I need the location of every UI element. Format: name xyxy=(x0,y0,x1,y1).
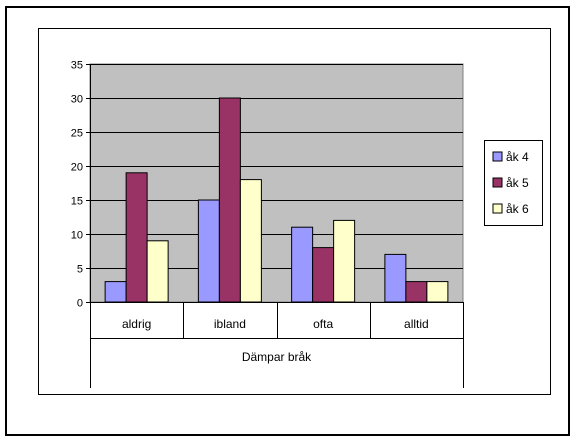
bar-ofta-åk5 xyxy=(312,247,335,303)
y-tick-label: 35 xyxy=(71,60,83,72)
bar-ibland-åk4 xyxy=(197,199,220,303)
x-category-label: ofta xyxy=(313,317,333,331)
legend-label: åk 4 xyxy=(506,150,529,164)
x-category-label: aldrig xyxy=(122,317,151,331)
bar-alltid-åk5 xyxy=(405,281,428,303)
y-tick-label: 5 xyxy=(77,264,83,276)
x-axis-label: Dämpar bråk xyxy=(242,350,312,364)
bar-ofta-åk4 xyxy=(291,226,314,303)
bar-aldrig-åk4 xyxy=(104,281,127,303)
bar-aldrig-åk6 xyxy=(146,240,169,303)
x-category-label: alltid xyxy=(404,317,429,331)
y-tick-label: 25 xyxy=(71,128,83,140)
legend-label: åk 5 xyxy=(506,176,529,190)
bar-aldrig-åk5 xyxy=(125,172,148,303)
bar-alltid-åk4 xyxy=(384,253,407,303)
y-tick-label: 15 xyxy=(71,196,83,208)
y-tick-label: 10 xyxy=(71,230,83,242)
bar-ofta-åk6 xyxy=(333,219,356,303)
chart-frame: 0 5 10 15 20 25 30 35 aldrig ibland ofta alltid Dämp… xyxy=(38,28,551,395)
bar-alltid-åk6 xyxy=(426,281,449,303)
y-tick-label: 0 xyxy=(77,298,83,310)
y-tick-label: 30 xyxy=(71,94,83,106)
bar-ibland-åk6 xyxy=(239,179,262,303)
chart: 0 5 10 15 20 25 30 35 aldrig ibland ofta alltid Dämp… xyxy=(71,60,543,388)
legend-swatch xyxy=(492,151,503,162)
x-category-label: ibland xyxy=(214,317,246,331)
y-tick-label: 20 xyxy=(71,162,83,174)
legend-swatch xyxy=(492,177,503,188)
bar-ibland-åk5 xyxy=(218,97,241,303)
legend-swatch xyxy=(492,203,503,214)
legend-label: åk 6 xyxy=(506,202,529,216)
